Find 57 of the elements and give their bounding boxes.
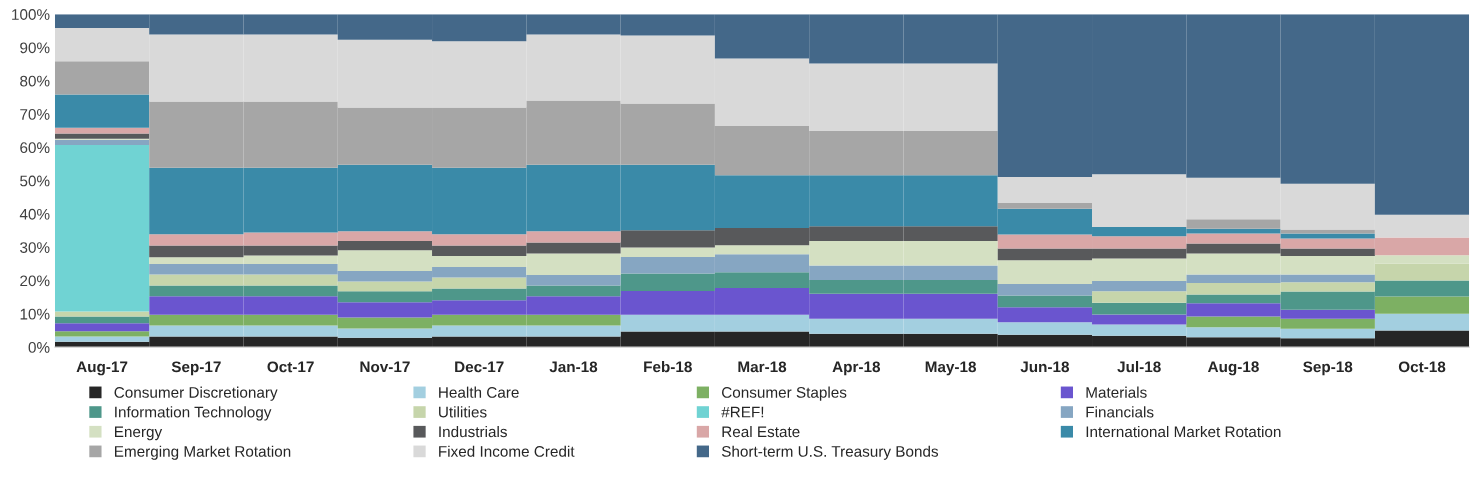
bar xyxy=(54,139,150,146)
y-tick-label: 80% xyxy=(20,75,50,87)
bar xyxy=(54,145,150,312)
x-tick-label: Jun-18 xyxy=(1020,361,1070,373)
legend-label: Industrials xyxy=(439,425,507,438)
bar xyxy=(54,331,150,337)
x-tick-label: Oct-18 xyxy=(1398,361,1446,373)
x-tick-label: Sep-17 xyxy=(171,361,221,376)
y-tick-label: 20% xyxy=(20,275,50,287)
x-tick-label: May-18 xyxy=(925,361,977,376)
bar xyxy=(1280,229,1375,234)
y-tick-label: 50% xyxy=(20,175,50,187)
x-tick-label: Jan-18 xyxy=(549,361,598,373)
legend-label: International Market Rotation xyxy=(1086,425,1281,438)
y-tick-label: 10% xyxy=(20,308,50,320)
x-tick-label: Feb-18 xyxy=(644,361,692,373)
bar xyxy=(54,94,150,128)
legend-label: Financials xyxy=(1086,406,1154,418)
x-tick-label: Jul-18 xyxy=(1117,361,1161,373)
bar xyxy=(54,61,150,95)
bar xyxy=(54,323,150,332)
y-tick-label: 0% xyxy=(28,342,50,353)
y-tick-label: 30% xyxy=(20,242,50,253)
bar xyxy=(54,316,150,324)
legend-label: Health Care xyxy=(439,386,519,398)
x-tick-label: Oct-17 xyxy=(267,361,314,373)
y-tick-label: 70% xyxy=(20,108,50,120)
legend-label: Short-term U.S. Treasury Bonds xyxy=(721,445,939,460)
x-tick-label: Aug-18 xyxy=(1207,361,1259,376)
x-tick-label: Nov-17 xyxy=(360,361,410,373)
legend-label: Emerging Market Rotation xyxy=(115,445,291,460)
legend-label: Consumer Discretionary xyxy=(114,386,278,401)
legend-label: Consumer Staples xyxy=(722,386,847,401)
x-tick-label: Dec-17 xyxy=(455,361,504,373)
legend-label: Energy xyxy=(115,426,163,441)
bar xyxy=(997,202,1093,209)
bar xyxy=(54,133,150,139)
x-tick-label: Aug-17 xyxy=(76,361,128,376)
legend-label: #REF! xyxy=(721,406,764,418)
legend-label: Utilities xyxy=(439,406,487,418)
y-tick-label: 90% xyxy=(20,42,50,54)
bar xyxy=(54,336,150,342)
y-tick-label: 60% xyxy=(20,142,50,154)
y-tick-label: 100% xyxy=(12,9,50,20)
legend-label: Real Estate xyxy=(722,425,800,438)
bar xyxy=(1374,296,1470,314)
bar xyxy=(1280,233,1375,239)
y-tick-label: 40% xyxy=(19,208,50,220)
legend-label: Information Technology xyxy=(115,406,272,421)
x-tick-label: Sep-18 xyxy=(1303,361,1353,376)
x-tick-label: Mar-18 xyxy=(738,361,787,373)
bar xyxy=(1374,263,1470,281)
legend-label: Fixed Income Credit xyxy=(439,445,575,457)
x-tick-label: Apr-18 xyxy=(832,361,881,376)
bar xyxy=(54,311,150,317)
legend-label: Materials xyxy=(1086,386,1147,398)
bar xyxy=(1186,219,1281,229)
